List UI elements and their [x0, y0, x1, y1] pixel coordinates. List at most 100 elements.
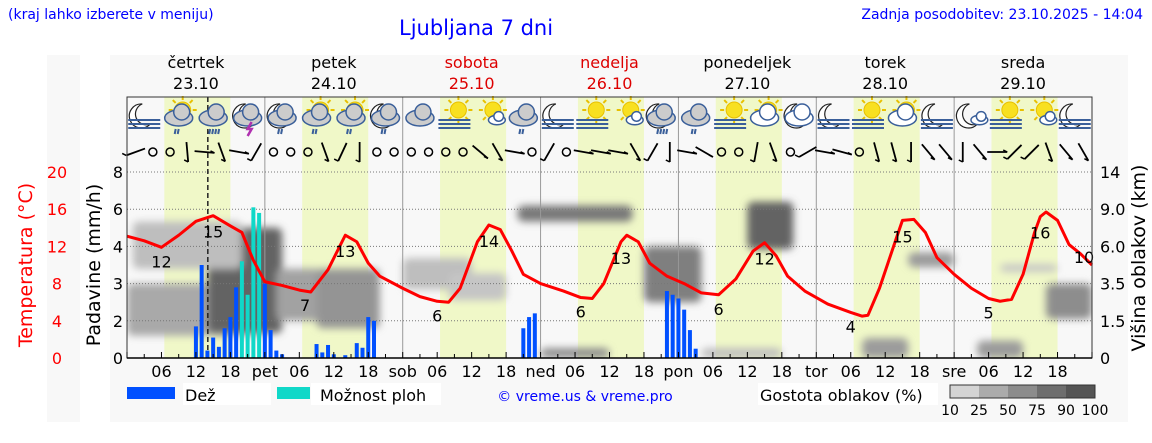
wind-barb-icon — [938, 143, 953, 161]
temperature-label: 7 — [300, 296, 310, 315]
cloud-rain-icon — [508, 103, 539, 135]
wind-calm-icon — [733, 147, 744, 157]
moon-fog-icon — [541, 103, 574, 129]
day-name: nedelja — [580, 53, 639, 72]
cloud-height-tick: 1.5 — [1100, 312, 1125, 331]
x-tick-label: 18 — [909, 362, 929, 381]
sun-cloud-rain-icon — [301, 96, 335, 135]
wind-barb-tick — [210, 150, 215, 154]
x-tick-label: 12 — [1013, 362, 1033, 381]
cloud-blob — [1000, 264, 1058, 272]
wind-barb-icon — [1044, 142, 1054, 162]
wind-barb-icon — [185, 141, 190, 163]
sun-small-cloud-icon — [478, 96, 507, 126]
wind-barb-tick — [692, 151, 698, 155]
x-tick-label: 06 — [289, 362, 309, 381]
wind-barb-tick — [183, 159, 189, 163]
density-swatch — [1066, 385, 1095, 398]
precip-tick: 8 — [113, 163, 123, 182]
wind-barb-tick — [244, 151, 250, 155]
wind-barb-icon — [873, 142, 881, 162]
wind-calm-icon — [406, 147, 417, 157]
precip-tick: 3 — [113, 275, 123, 294]
wind-calm-icon — [389, 147, 399, 157]
left-temp-panel — [47, 55, 80, 422]
moon-cloud-thunder-icon — [232, 103, 263, 137]
density-scale-frame — [949, 384, 1096, 399]
wind-barb-tick — [539, 157, 545, 162]
wind-barb-icon — [814, 149, 835, 155]
wind-barb-icon — [768, 142, 778, 162]
page-title: Ljubljana 7 dni — [399, 16, 554, 40]
x-tick-day: pon — [663, 362, 693, 381]
density-tick: 25 — [970, 403, 988, 419]
wind-barb-tick — [355, 159, 360, 163]
wind-barb-icon — [543, 142, 555, 162]
wind-barb-icon — [337, 142, 348, 162]
cloud-blob — [977, 340, 1024, 358]
rain-bar — [532, 313, 537, 358]
cloud-density-label: Gostota oblakov (%) — [760, 386, 923, 405]
temperature-label: 6 — [576, 303, 586, 322]
cloud-blob — [862, 338, 909, 358]
wind-barb-icon — [677, 149, 698, 155]
density-swatch — [950, 385, 979, 398]
wind-barb-tick — [794, 154, 800, 158]
precip-tick: 0 — [113, 349, 123, 368]
wind-barb-tick — [498, 157, 503, 162]
rain-bar — [320, 352, 325, 358]
location-hint[interactable]: (kraj lahko izberete v meniju) — [8, 7, 214, 23]
temperature-label: 4 — [846, 317, 856, 336]
wind-barb-tick — [606, 151, 612, 155]
convective-bar — [239, 261, 244, 358]
legend-bg — [758, 383, 938, 405]
x-tick-label: 18 — [496, 362, 516, 381]
temperature-axis-label: Temperatura (°C) — [15, 183, 37, 348]
copyright-link: © vreme.us & vreme.pro — [497, 389, 672, 405]
precip-tick: 6 — [113, 200, 123, 219]
moon-cloud-rain-icon — [369, 103, 401, 135]
wind-calm-icon — [285, 147, 296, 157]
wind-barb-tick — [1068, 156, 1073, 161]
x-tick-label: 12 — [324, 362, 344, 381]
cloud-blob — [747, 201, 794, 250]
wind-barb-icon — [629, 142, 642, 162]
moon-small-cloud-icon — [955, 103, 989, 129]
day-date: 26.10 — [587, 74, 633, 93]
cloud-height-tick: 3.5 — [1100, 275, 1125, 294]
temp-tick: 8 — [52, 275, 62, 294]
density-tick: 75 — [1028, 403, 1046, 419]
sun-cloud-rain-icon — [163, 96, 197, 135]
wind-barb-icon — [921, 143, 936, 161]
wind-barb-tick — [1020, 156, 1025, 160]
wind-calm-icon — [561, 147, 572, 157]
temperature-label: 6 — [714, 300, 724, 319]
x-tick-label: 18 — [634, 362, 654, 381]
wind-barb-tick — [749, 159, 755, 163]
wind-barb-tick — [958, 159, 964, 163]
rain-bar — [274, 350, 279, 358]
convective-legend-swatch — [277, 387, 310, 399]
rain-bar — [670, 294, 675, 358]
cloud-height-tick: 9.0 — [1100, 200, 1125, 219]
wind-barb-icon — [194, 150, 215, 154]
wind-calm-icon — [527, 147, 537, 157]
wind-barb-tick — [520, 151, 525, 155]
wind-barb-tick — [947, 156, 953, 161]
wind-barb-tick — [623, 151, 629, 155]
day-date: 23.10 — [173, 74, 219, 93]
density-tick: 50 — [999, 403, 1017, 419]
wind-calm-icon — [372, 147, 382, 157]
wind-barb-tick — [333, 158, 339, 162]
rain-bar — [268, 330, 273, 358]
day-name: sreda — [1001, 53, 1045, 72]
temperature-label: 16 — [1030, 224, 1050, 243]
wind-barb-icon — [229, 149, 250, 155]
rain-bar — [205, 350, 210, 358]
wind-barb-icon — [217, 142, 227, 162]
sun-fog-icon — [714, 96, 749, 129]
wind-barb-tick — [220, 158, 226, 163]
cloud-rain-icon — [680, 103, 711, 135]
wind-calm-icon — [268, 147, 279, 157]
wind-barb-tick — [930, 156, 936, 161]
